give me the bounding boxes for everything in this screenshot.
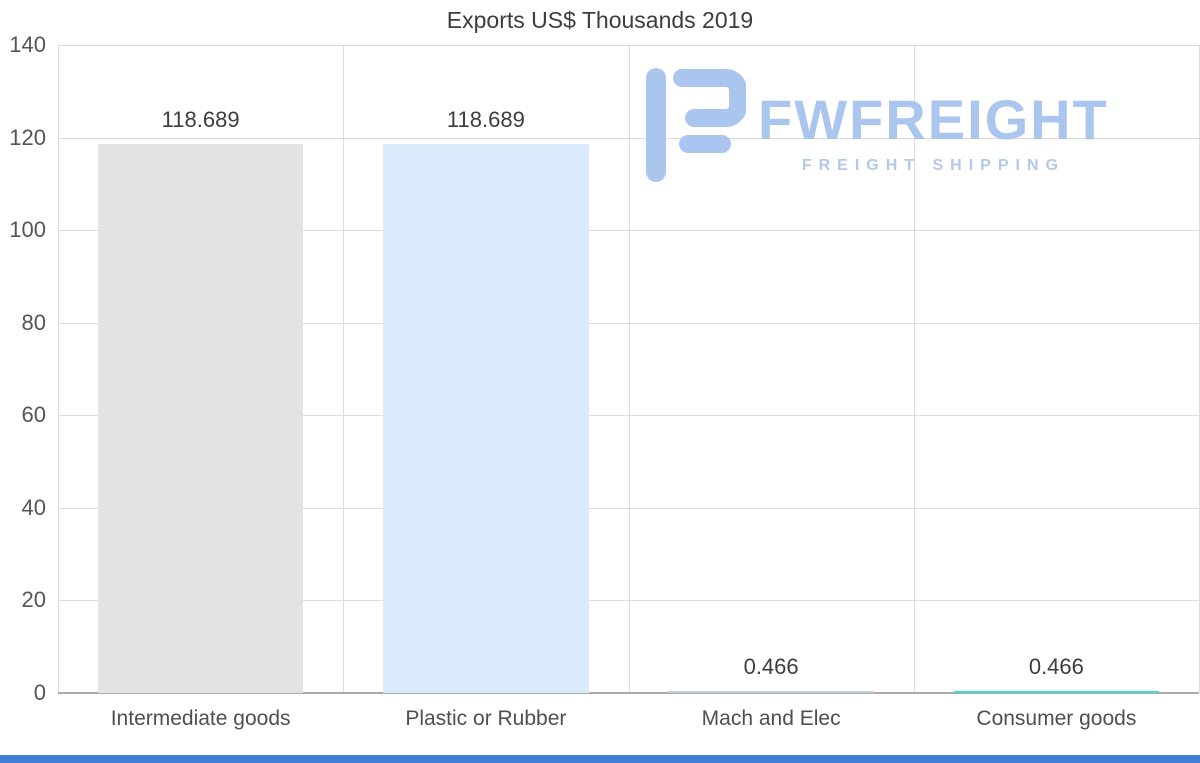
x-axis-category-label: Intermediate goods [110,707,291,730]
x-axis-category-label: Mach and Elec [701,707,841,730]
y-axis-tick-label: 40 [21,494,46,520]
bar-value-label: 0.466 [1028,653,1084,679]
gridline-y-40 [58,507,1199,509]
watermark-tagline: FREIGHT SHIPPING [801,157,1065,174]
y-axis-tick-label: 60 [21,402,46,428]
gridline-y-60 [58,415,1199,417]
x-axis-category-label: Plastic or Rubber [405,707,567,730]
y-axis-tick-label: 80 [21,309,46,335]
watermark-text: FWFREIGHT FREIGHT SHIPPING [758,92,1109,175]
y-axis-tick-label: 120 [9,124,46,150]
y-axis-tick-label: 20 [21,587,46,613]
gridline-vertical [343,45,345,693]
gridline-y-140 [58,45,1199,46]
gridline-y-120 [58,137,1199,139]
gridline-vertical [913,45,915,693]
bar-mach-and-elec [668,690,874,693]
bar-value-label: 118.689 [161,106,240,132]
bar-intermediate-goods [97,143,304,693]
footer-accent-bar [0,755,1200,763]
gridline-y-20 [58,600,1199,602]
watermark-brand: FWFREIGHT [758,88,1109,151]
y-axis-tick-label: 100 [9,217,46,243]
bar-value-label: 118.689 [446,106,525,132]
bar-value-label: 0.466 [743,653,799,679]
gridline-y-100 [58,230,1199,232]
gridline-y-0 [58,692,1199,694]
watermark: FWFREIGHT FREIGHT SHIPPING [646,68,1109,182]
chart-title: Exports US$ Thousands 2019 [446,7,754,33]
gridline-vertical [58,45,59,693]
bar-plastic-or-rubber [383,143,589,693]
fwfreight-logo-icon [646,68,746,182]
gridline-vertical [628,45,630,693]
y-axis-tick-label: 0 [33,680,46,705]
gridline-y-80 [58,322,1199,324]
bar-consumer-goods [953,690,1160,693]
y-axis-tick-label: 140 [9,32,46,57]
x-axis-category-label: Consumer goods [976,707,1137,730]
